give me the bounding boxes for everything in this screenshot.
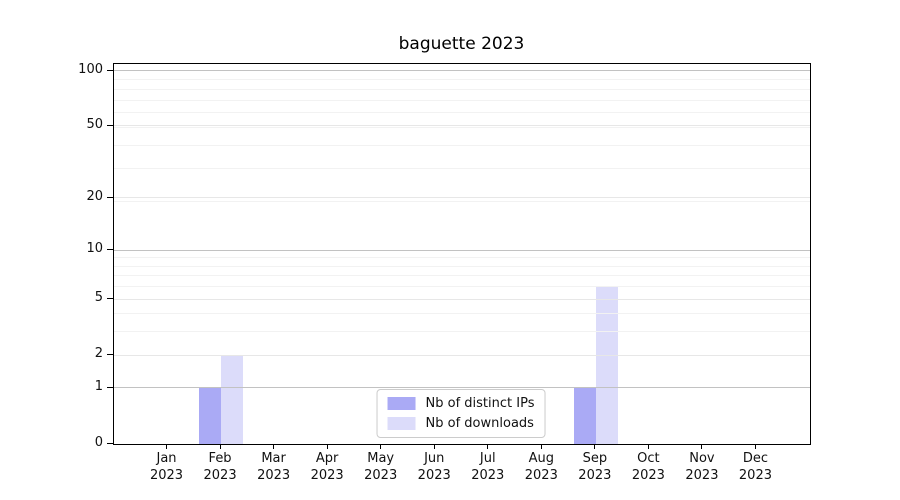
y-tick-label-50: 50 bbox=[86, 116, 103, 132]
gridline-minor bbox=[114, 313, 810, 315]
x-tick-label-jun: Jun 2023 bbox=[402, 450, 466, 484]
x-tick-label-aug: Aug 2023 bbox=[509, 450, 573, 484]
x-tick-label-month: Aug bbox=[528, 451, 554, 466]
y-tick-label-0: 0 bbox=[94, 435, 103, 450]
gridline-minor bbox=[114, 99, 810, 101]
gridline-y-1 bbox=[114, 387, 810, 389]
x-tick-label-jul: Jul 2023 bbox=[456, 450, 520, 484]
gridline-minor bbox=[114, 168, 810, 170]
x-tick-label-year: 2023 bbox=[471, 468, 505, 483]
legend-swatch-downloads bbox=[387, 417, 416, 430]
x-tick-label-jan: Jan 2023 bbox=[135, 450, 199, 484]
x-tick-label-month: Jun bbox=[424, 451, 445, 466]
x-tick-mark-jun bbox=[433, 444, 435, 449]
x-tick-label-year: 2023 bbox=[364, 468, 398, 483]
gridline-minor bbox=[114, 286, 810, 288]
x-tick-label-year: 2023 bbox=[310, 468, 344, 483]
x-tick-label-nov: Nov 2023 bbox=[670, 450, 734, 484]
gridline-minor bbox=[114, 88, 810, 90]
x-tick-mark-dec bbox=[754, 444, 756, 449]
gridline-minor bbox=[114, 331, 810, 333]
bar-downloads-sep bbox=[595, 286, 618, 444]
y-tick-label-5: 5 bbox=[94, 290, 103, 306]
y-tick-label-1: 1 bbox=[94, 378, 103, 394]
gridline-minor bbox=[114, 257, 810, 259]
x-tick-label-may: May 2023 bbox=[349, 450, 413, 484]
x-tick-mark-jan bbox=[166, 444, 168, 449]
x-tick-label-apr: Apr 2023 bbox=[295, 450, 359, 484]
x-tick-label-year: 2023 bbox=[149, 468, 184, 483]
y-tick-mark-50 bbox=[107, 124, 113, 126]
gridline-minor bbox=[114, 112, 810, 114]
gridline-y-2 bbox=[114, 354, 810, 356]
gridline-y-100 bbox=[114, 70, 810, 72]
y-tick-mark-100 bbox=[107, 69, 113, 71]
gridline-y-5 bbox=[114, 298, 810, 300]
gridline-minor bbox=[114, 201, 810, 203]
x-tick-label-year: 2023 bbox=[417, 468, 451, 483]
gridline-minor bbox=[114, 145, 810, 147]
x-tick-label-year: 2023 bbox=[685, 468, 719, 483]
x-tick-mark-feb bbox=[219, 444, 221, 449]
x-tick-label-mar: Mar 2023 bbox=[242, 450, 306, 484]
legend-label-downloads: Nb of downloads bbox=[425, 416, 534, 431]
x-tick-label-sep: Sep 2023 bbox=[563, 450, 627, 484]
x-tick-label-month: Oct bbox=[637, 451, 660, 466]
legend-swatch-distinct-ips bbox=[387, 397, 416, 410]
y-tick-label-2: 2 bbox=[94, 346, 103, 362]
x-tick-mark-may bbox=[380, 444, 382, 449]
x-tick-label-month: Dec bbox=[742, 451, 769, 466]
x-tick-mark-aug bbox=[540, 444, 542, 449]
chart-title: baguette 2023 bbox=[398, 34, 525, 54]
x-tick-mark-apr bbox=[326, 444, 328, 449]
legend: Nb of distinct IPs Nb of downloads bbox=[376, 389, 546, 438]
y-tick-label-10: 10 bbox=[86, 240, 103, 256]
x-tick-label-year: 2023 bbox=[631, 468, 665, 483]
y-tick-mark-5 bbox=[107, 298, 113, 300]
x-tick-label-year: 2023 bbox=[578, 468, 612, 483]
y-tick-mark-2 bbox=[107, 354, 113, 356]
gridline-minor bbox=[114, 126, 810, 128]
x-tick-label-month: Jan bbox=[156, 451, 177, 466]
x-tick-label-month: Feb bbox=[208, 451, 232, 466]
x-tick-label-month: Apr bbox=[315, 451, 339, 466]
legend-item-downloads: Nb of downloads bbox=[387, 416, 535, 431]
x-tick-mark-sep bbox=[594, 444, 596, 449]
plot-area bbox=[113, 63, 811, 445]
gridline-minor bbox=[114, 265, 810, 267]
gridline-minor bbox=[114, 275, 810, 277]
legend-item-distinct-ips: Nb of distinct IPs bbox=[387, 396, 535, 411]
bar-downloads-feb bbox=[221, 355, 244, 444]
x-tick-mark-oct bbox=[647, 444, 649, 449]
gridline-minor bbox=[114, 79, 810, 81]
x-tick-label-month: May bbox=[367, 451, 395, 466]
y-tick-label-20: 20 bbox=[86, 188, 103, 204]
gridline-y-20 bbox=[114, 197, 810, 199]
x-tick-label-year: 2023 bbox=[203, 468, 237, 483]
x-tick-mark-mar bbox=[273, 444, 275, 449]
bar-distinct-ips-feb bbox=[199, 387, 222, 444]
y-tick-label-100: 100 bbox=[78, 61, 103, 77]
x-tick-mark-nov bbox=[701, 444, 703, 449]
x-tick-label-month: Mar bbox=[261, 451, 286, 466]
x-tick-label-oct: Oct 2023 bbox=[616, 450, 680, 484]
x-tick-label-feb: Feb 2023 bbox=[188, 450, 252, 484]
x-tick-label-month: Sep bbox=[582, 451, 608, 466]
y-tick-mark-0 bbox=[107, 443, 113, 444]
x-tick-mark-jul bbox=[487, 444, 489, 449]
x-tick-label-month: Nov bbox=[689, 451, 715, 466]
x-tick-label-year: 2023 bbox=[738, 468, 772, 483]
x-tick-label-year: 2023 bbox=[257, 468, 291, 483]
bar-distinct-ips-sep bbox=[573, 387, 596, 444]
x-tick-label-month: Jul bbox=[479, 451, 496, 466]
gridline-y-50 bbox=[114, 125, 810, 127]
y-tick-mark-20 bbox=[107, 196, 113, 198]
x-tick-label-dec: Dec 2023 bbox=[723, 450, 787, 484]
x-tick-label-year: 2023 bbox=[524, 468, 558, 483]
legend-label-distinct-ips: Nb of distinct IPs bbox=[425, 396, 535, 411]
gridline-y-10 bbox=[114, 249, 810, 251]
y-tick-mark-1 bbox=[107, 386, 113, 388]
y-tick-mark-10 bbox=[107, 248, 113, 250]
